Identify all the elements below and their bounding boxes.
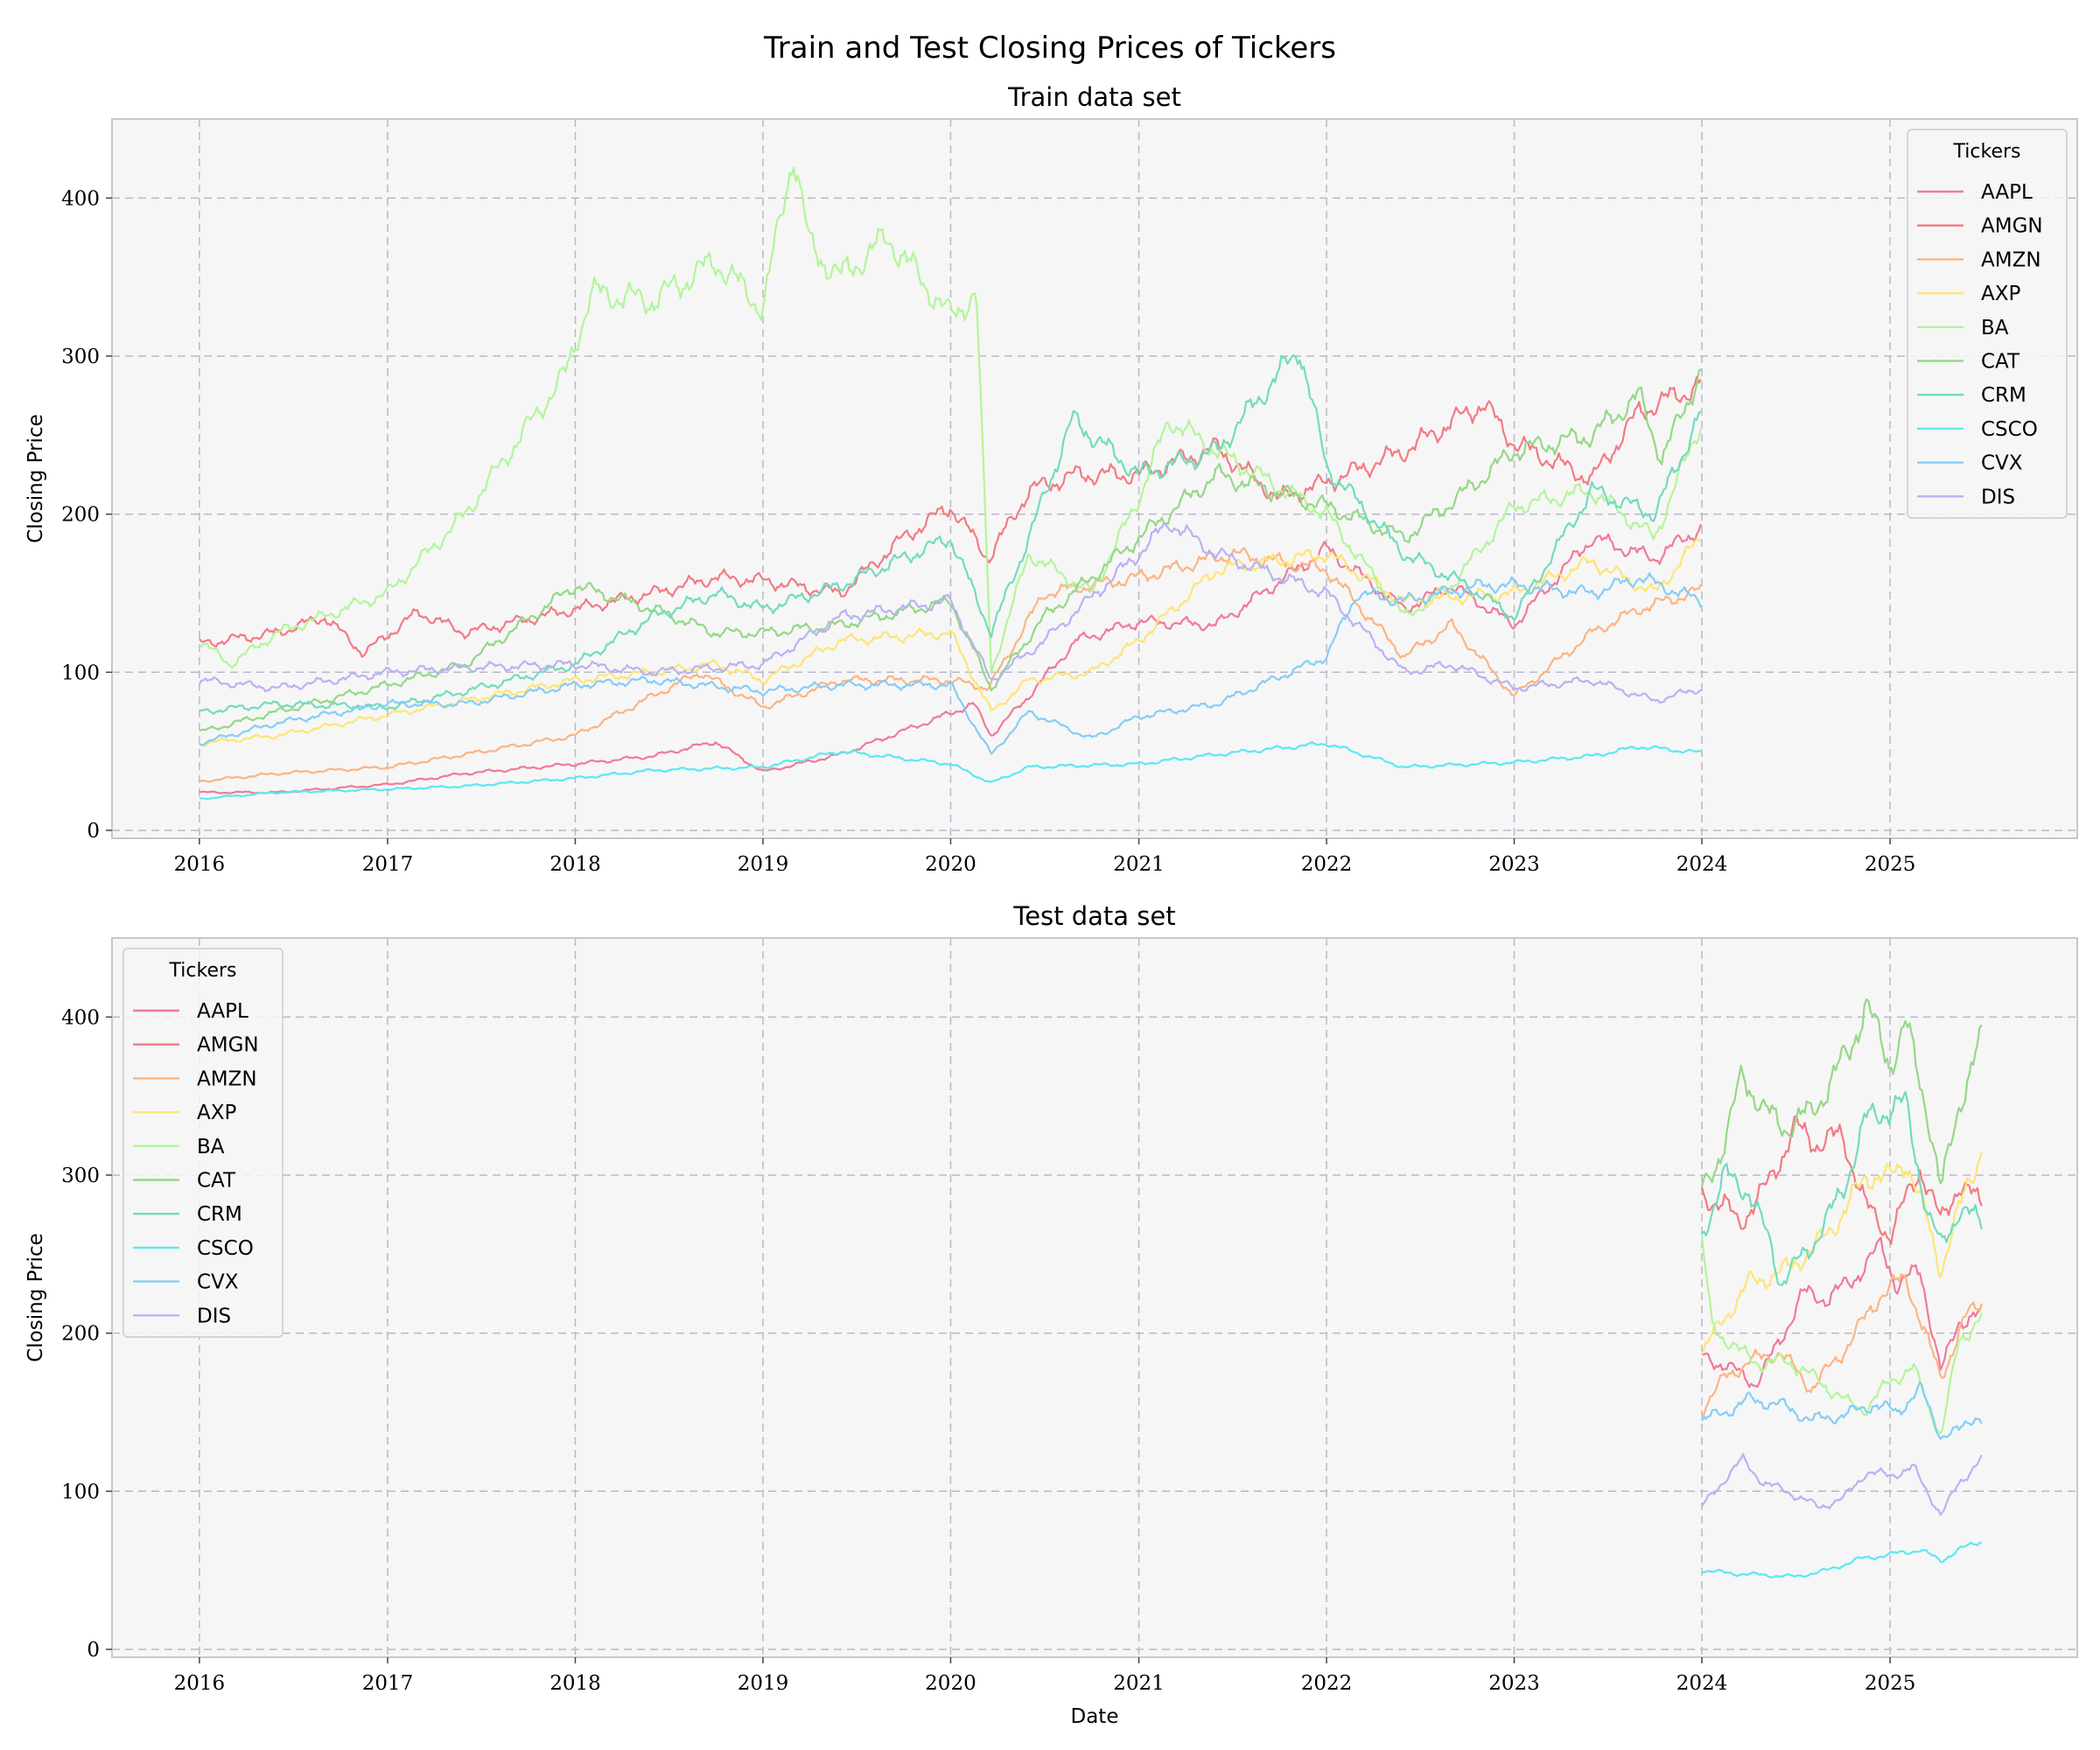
test-legend-box	[122, 948, 284, 1338]
train-series-line-cat	[199, 368, 1702, 732]
train-x-tick-label-2020: 2020	[925, 853, 976, 876]
train-legend-label-axp: AXP	[1981, 283, 2020, 305]
train-x-tick-label-2023: 2023	[1488, 853, 1540, 876]
test-legend-label-crm: CRM	[197, 1203, 242, 1226]
test-x-tick-label-2018: 2018	[550, 1672, 601, 1695]
test-x-tick-label-2019: 2019	[738, 1672, 789, 1695]
test-y-tick-label-100: 100	[61, 1480, 100, 1503]
test-y-axis-label: Closing Price	[24, 1233, 47, 1362]
test-legend-label-amzn: AMZN	[197, 1068, 257, 1090]
train-legend: Tickers AAPL AMGN AMZN AXP BA CAT CRM CSCO CVX DIS	[1907, 129, 2068, 519]
train-legend-title: Tickers	[1953, 141, 2021, 163]
train-y-tick-label-0: 0	[87, 820, 100, 843]
train-legend-label-csco: CSCO	[1981, 418, 2038, 441]
train-x-tick-label-2018: 2018	[550, 853, 601, 876]
test-legend-label-amgn: AMGN	[197, 1034, 259, 1057]
test-series-line-amzn	[1701, 1273, 1983, 1416]
test-y-tick-label-400: 400	[61, 1006, 100, 1029]
test-x-tick-label-2016: 2016	[174, 1672, 226, 1695]
train-y-tick-label-300: 300	[61, 346, 100, 368]
train-legend-label-crm: CRM	[1981, 384, 2026, 407]
train-chart-panel: 2016 2017 2018 2019 2020 2021 2022 2023 2024 2025…	[24, 82, 2078, 876]
test-x-tick-label-2020: 2020	[925, 1672, 976, 1695]
train-y-axis-label: Closing Price	[24, 414, 47, 543]
train-chart-title: Train data set	[1007, 82, 1181, 112]
test-legend-label-ba: BA	[197, 1136, 225, 1158]
test-series-line-dis	[1701, 1452, 1983, 1516]
test-legend-title: Tickers	[169, 960, 237, 982]
test-axes-frame	[111, 937, 2078, 1658]
test-legend-label-csco: CSCO	[197, 1237, 254, 1260]
train-legend-box	[1907, 129, 2068, 519]
test-series-line-cvx	[1701, 1381, 1983, 1440]
test-legend: Tickers AAPL AMGN AMZN AXP BA CAT CRM CSCO CVX DIS	[122, 948, 284, 1338]
train-x-tick-label-2022: 2022	[1301, 853, 1353, 876]
test-x-tick-label-2023: 2023	[1488, 1672, 1540, 1695]
train-series-line-amgn	[199, 375, 1702, 658]
train-y-tick-label-400: 400	[61, 187, 100, 210]
test-x-tick-label-2024: 2024	[1676, 1672, 1728, 1695]
train-axes-frame	[111, 118, 2078, 839]
train-y-tick-label-100: 100	[61, 662, 100, 684]
train-series-line-amzn	[199, 547, 1702, 783]
train-series-line-cvx	[199, 572, 1702, 755]
train-legend-label-amgn: AMGN	[1981, 215, 2043, 238]
test-x-tick-label-2017: 2017	[362, 1672, 414, 1695]
test-series-group	[1700, 998, 1983, 1578]
test-legend-label-cvx: CVX	[197, 1271, 239, 1294]
figure-title: Train and Test Closing Prices of Tickers	[763, 31, 1336, 66]
train-legend-label-amzn: AMZN	[1981, 248, 2041, 271]
test-series-line-cat	[1700, 998, 1983, 1187]
train-series-line-csco	[199, 740, 1702, 801]
train-x-tick-label-2024: 2024	[1676, 853, 1728, 876]
train-legend-label-aapl: AAPL	[1981, 181, 2033, 204]
train-legend-label-ba: BA	[1981, 317, 2009, 340]
test-chart-title: Test data set	[1012, 901, 1175, 931]
test-y-tick-label-0: 0	[87, 1639, 100, 1662]
test-x-tick-label-2022: 2022	[1301, 1672, 1353, 1695]
train-x-tick-label-2021: 2021	[1113, 853, 1165, 876]
train-legend-label-cvx: CVX	[1981, 452, 2023, 475]
train-x-tick-label-2019: 2019	[738, 853, 789, 876]
test-y-tick-label-300: 300	[61, 1165, 100, 1187]
test-legend-label-aapl: AAPL	[197, 1000, 248, 1023]
train-x-tick-label-2025: 2025	[1865, 853, 1916, 876]
test-series-line-amgn	[1700, 1115, 1983, 1245]
train-series-line-crm	[199, 354, 1702, 715]
test-x-tick-label-2025: 2025	[1865, 1672, 1916, 1695]
train-x-tick-label-2016: 2016	[174, 853, 226, 876]
train-series-line-dis	[198, 522, 1702, 704]
train-legend-label-dis: DIS	[1981, 486, 2015, 508]
train-plot-area	[112, 119, 2077, 838]
test-x-tick-label-2021: 2021	[1113, 1672, 1165, 1695]
train-legend-label-cat: CAT	[1981, 351, 2020, 374]
test-x-axis-label: Date	[1071, 1705, 1119, 1728]
test-series-line-csco	[1701, 1541, 1982, 1578]
test-legend-label-dis: DIS	[197, 1305, 231, 1327]
test-series-line-aapl	[1701, 1236, 1983, 1389]
train-series-group	[198, 166, 1702, 801]
test-y-tick-label-200: 200	[61, 1323, 100, 1346]
train-series-line-ba	[199, 166, 1702, 675]
train-x-tick-label-2017: 2017	[362, 853, 414, 876]
test-legend-label-cat: CAT	[197, 1170, 236, 1193]
test-series-line-crm	[1701, 1090, 1983, 1286]
test-series-line-axp	[1700, 1152, 1983, 1354]
test-plot-area	[112, 938, 2077, 1657]
train-y-tick-label-200: 200	[61, 504, 100, 527]
test-legend-label-axp: AXP	[197, 1102, 236, 1124]
test-chart-panel: 2016 2017 2018 2019 2020 2021 2022 2023 2024 2025…	[24, 901, 2078, 1728]
